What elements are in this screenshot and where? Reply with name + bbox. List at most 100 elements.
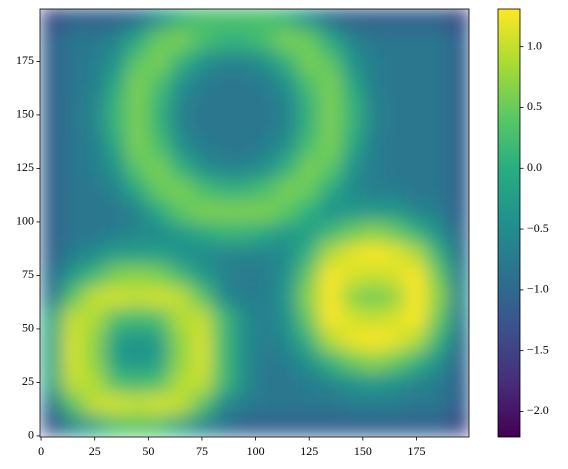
heatmap-cell [83,71,106,94]
heatmap-cell [298,221,321,244]
heatmap-cell [341,9,364,30]
heatmap-cell [448,114,469,137]
heatmap-cell [383,371,407,394]
heatmap-cell [298,71,321,94]
heatmap-cell [233,285,256,308]
heatmap-cell [40,243,63,266]
heatmap-cell [40,178,63,201]
heatmap-cell [298,414,321,437]
heatmap-cell [405,350,428,373]
heatmap-cell [126,243,149,266]
y-tick-label: 25 [22,374,34,388]
heatmap-cell [83,50,106,73]
heatmap-cell [148,414,171,437]
x-tick-label: 50 [142,444,154,458]
heatmap-cell [212,29,235,52]
heatmap-cell [341,221,364,244]
heatmap-cell [169,136,192,159]
heatmap-cell [341,50,364,73]
heatmap-cell [169,93,192,116]
heatmap-cell [448,50,469,73]
heatmap-cell [233,243,256,266]
heatmap-cell [105,71,128,94]
heatmap-cell [319,307,342,330]
heatmap-cell [362,328,385,351]
heatmap-cell [105,414,128,437]
heatmap-cell [40,414,63,437]
colorbar-tick-label: −1.5 [527,342,549,356]
heatmap-cell [448,200,469,223]
heatmap-cell [319,328,342,351]
heatmap-cell [383,328,407,351]
colorbar-tick-label: 0.5 [527,99,542,113]
heatmap-cell [212,392,235,415]
heatmap-cell [233,264,256,287]
heatmap-cell [212,243,235,266]
heatmap-cell [169,371,192,394]
heatmap-cell [148,50,171,73]
heatmap-cell [276,114,299,137]
heatmap-cell [426,178,449,201]
heatmap-cell [255,328,278,351]
y-tick-label: 0 [28,428,34,442]
heatmap-cell [105,93,128,116]
heatmap-cell [405,178,428,201]
heatmap-cell [190,71,213,94]
heatmap-cell [276,157,299,180]
heatmap-cell [255,50,278,73]
heatmap-cell [405,285,428,308]
heatmap-cell [190,157,213,180]
heatmap-cell [105,350,128,373]
heatmap-cell [383,221,407,244]
heatmap-cell [148,307,171,330]
heatmap-cell [233,350,256,373]
heatmap-cell [83,307,106,330]
heatmap-cell [105,243,128,266]
heatmap-cell [126,136,149,159]
heatmap-cell [426,200,449,223]
heatmap-cell [276,392,299,415]
heatmap-cell [83,157,106,180]
heatmap-cell [148,136,171,159]
heatmap-cell [426,29,449,52]
heatmap-cell [212,71,235,94]
heatmap-cell [62,29,85,52]
heatmap-cell [190,50,213,73]
heatmap-cell [383,414,407,437]
heatmap-cell [448,350,469,373]
heatmap-cell [341,264,364,287]
heatmap-cell [319,157,342,180]
heatmap-cell [126,414,149,437]
heatmap-cell [190,9,213,30]
heatmap-cell [298,392,321,415]
heatmap-cell [405,114,428,137]
heatmap-cell [276,200,299,223]
x-tick-label: 125 [300,444,318,458]
heatmap-cell [319,29,342,52]
heatmap-cell [405,371,428,394]
heatmap-cell [105,50,128,73]
heatmap-cell [148,243,171,266]
heatmap-cell [255,350,278,373]
heatmap-cell [426,221,449,244]
heatmap-cell [298,93,321,116]
heatmap-cell [448,414,469,437]
heatmap-cell [383,200,407,223]
heatmap-cell [448,9,469,30]
heatmap-cell [233,136,256,159]
heatmap-cell [255,9,278,30]
heatmap-cell [83,392,106,415]
heatmap-cell [276,221,299,244]
heatmap-cell [233,9,256,30]
heatmap-cell [40,307,63,330]
heatmap-cell [405,93,428,116]
heatmap-cell [298,350,321,373]
axes-frame [39,8,470,438]
heatmap-cell [62,350,85,373]
heatmap-cell [341,350,364,373]
heatmap-cell [426,136,449,159]
heatmap-cell [383,178,407,201]
x-tick-label: 100 [247,444,265,458]
heatmap-cell [212,114,235,137]
heatmap-cell [383,157,407,180]
